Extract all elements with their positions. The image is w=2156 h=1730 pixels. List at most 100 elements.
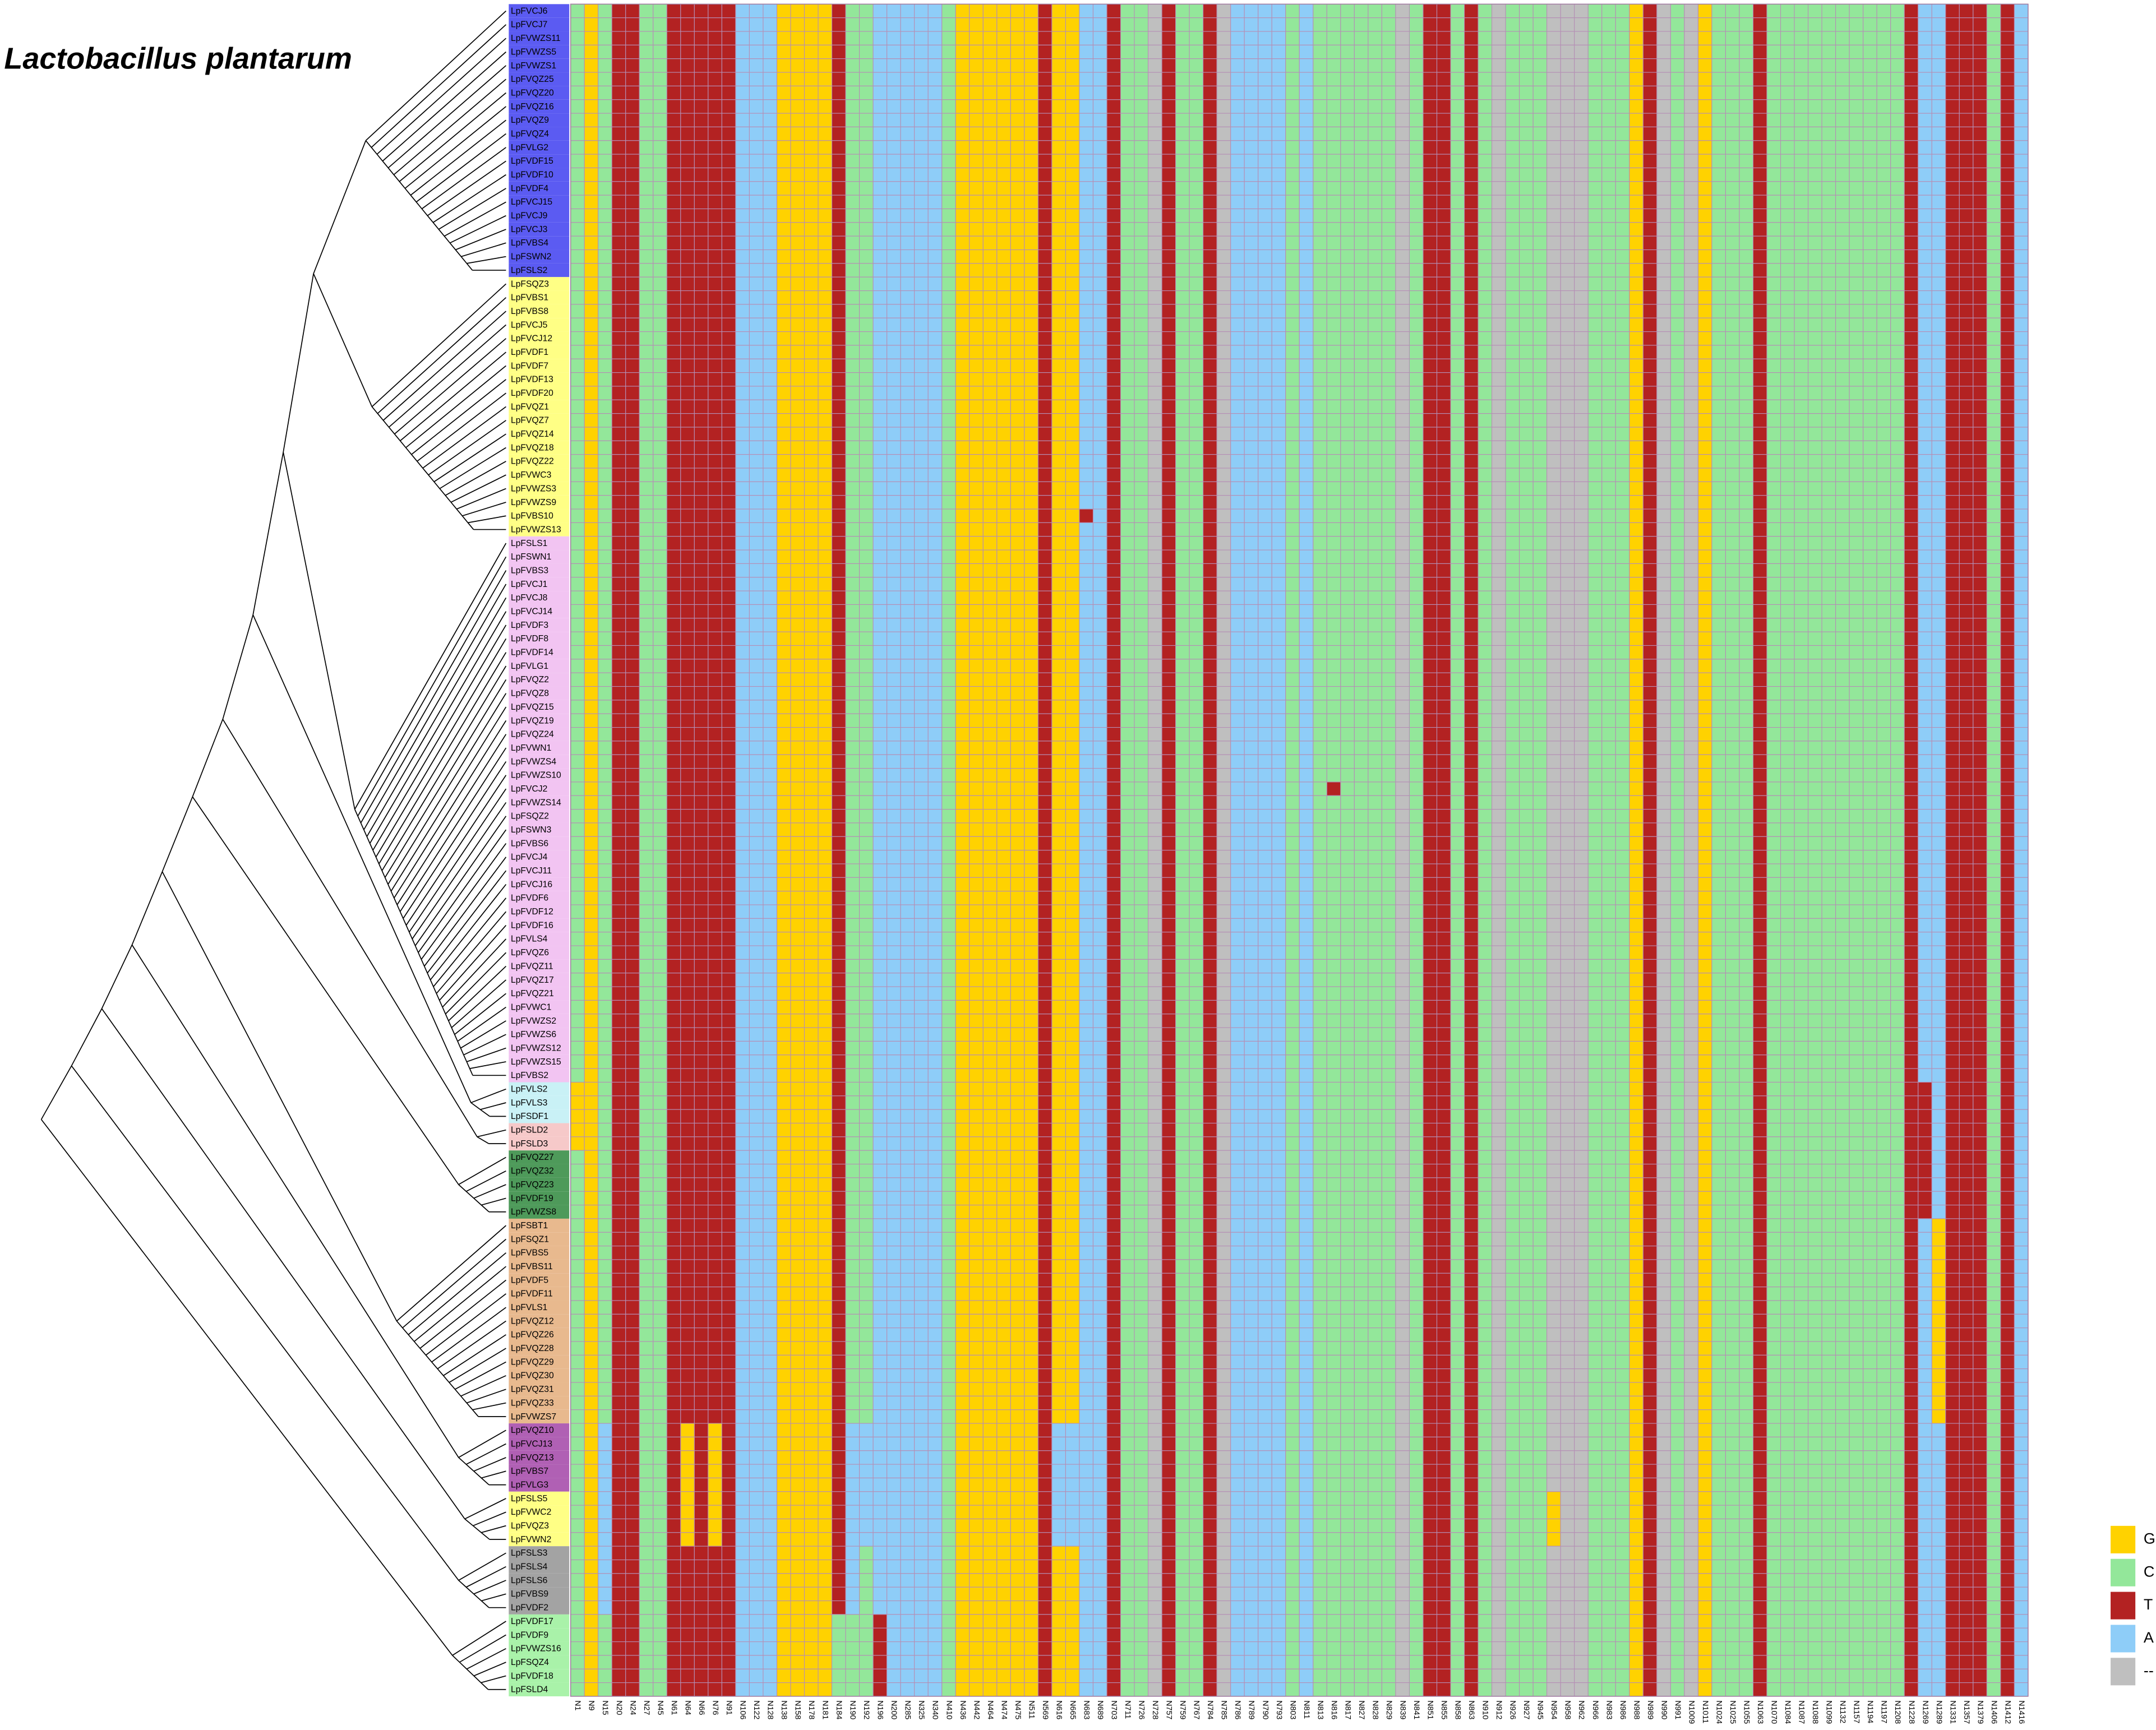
cell	[611, 618, 626, 632]
cell	[845, 249, 860, 264]
cell	[1780, 235, 1795, 251]
cell	[1092, 85, 1107, 100]
cell	[1505, 563, 1520, 578]
cell	[611, 495, 626, 510]
cell	[1326, 3, 1341, 18]
cell	[832, 481, 846, 496]
cell	[832, 72, 846, 86]
cell	[1244, 399, 1259, 414]
cell	[1863, 549, 1877, 564]
cell	[1945, 536, 1960, 551]
cell	[1876, 508, 1891, 523]
cell	[1986, 154, 2001, 169]
cell	[1560, 263, 1575, 277]
cell	[570, 31, 585, 45]
cell	[708, 590, 722, 605]
cell	[1519, 263, 1534, 277]
cell	[1863, 577, 1877, 591]
cell	[1450, 386, 1465, 400]
cell	[1492, 208, 1506, 223]
cell	[1670, 140, 1685, 155]
cell	[1051, 44, 1066, 59]
cell	[1368, 508, 1382, 523]
cell	[1752, 44, 1767, 59]
cell	[1505, 181, 1520, 196]
cell	[1835, 276, 1850, 292]
cell	[598, 536, 612, 551]
cell	[1519, 276, 1534, 292]
cell	[680, 58, 695, 73]
cell	[941, 44, 956, 59]
cell	[1505, 454, 1520, 469]
cell	[1918, 235, 1932, 251]
cell	[1354, 590, 1369, 605]
cell	[1079, 140, 1094, 155]
cell	[1642, 358, 1658, 373]
cell	[721, 276, 736, 292]
cell	[1189, 263, 1204, 277]
cell	[790, 58, 805, 73]
cell	[749, 631, 764, 646]
cell	[1423, 167, 1438, 182]
cell	[1381, 99, 1396, 114]
cell	[1959, 386, 1974, 400]
cell	[1835, 195, 1850, 210]
cell	[1890, 399, 1905, 414]
cell	[1381, 468, 1396, 482]
cell	[1835, 167, 1850, 182]
cell	[859, 208, 874, 223]
cell	[1863, 31, 1877, 45]
cell	[1739, 31, 1754, 45]
cell	[1587, 263, 1603, 277]
cell	[941, 317, 956, 332]
cell	[1175, 72, 1190, 86]
cell	[1697, 290, 1712, 305]
cell	[1574, 604, 1589, 619]
cell	[666, 208, 681, 223]
cell	[763, 399, 778, 414]
cell	[611, 304, 626, 318]
cell	[1148, 345, 1162, 359]
cell	[1203, 331, 1217, 346]
cell	[1092, 372, 1107, 387]
cell	[1065, 481, 1080, 496]
cell	[1161, 44, 1176, 59]
cell	[1725, 522, 1740, 537]
cell	[1326, 549, 1341, 564]
cell	[1794, 154, 1809, 169]
cell	[1326, 454, 1341, 469]
cell	[1010, 358, 1025, 373]
cell	[845, 113, 860, 127]
cell	[1766, 72, 1781, 86]
cell	[1216, 304, 1231, 318]
cell	[1739, 44, 1754, 59]
cell	[1340, 58, 1355, 73]
cell	[859, 154, 874, 169]
cell	[1024, 181, 1038, 196]
cell	[1148, 85, 1162, 100]
cell	[1574, 235, 1589, 251]
cell	[2000, 427, 2015, 441]
cell	[1216, 276, 1231, 292]
cell	[1546, 536, 1561, 551]
cell	[1794, 3, 1809, 18]
cell	[1684, 235, 1698, 251]
cell	[1175, 58, 1190, 73]
cell	[1175, 590, 1190, 605]
cell	[832, 17, 846, 32]
cell	[1739, 167, 1754, 182]
cell	[1642, 140, 1658, 155]
cell	[1546, 222, 1561, 237]
cell	[749, 85, 764, 100]
cell	[1890, 563, 1905, 578]
cell	[955, 481, 970, 496]
cell	[598, 99, 612, 114]
cell	[1230, 304, 1245, 318]
cell	[639, 495, 654, 510]
cell	[1821, 99, 1836, 114]
cell	[927, 468, 943, 482]
cell	[1794, 31, 1809, 45]
cell	[1574, 468, 1589, 482]
cell	[1546, 440, 1561, 455]
cell	[1436, 618, 1451, 632]
